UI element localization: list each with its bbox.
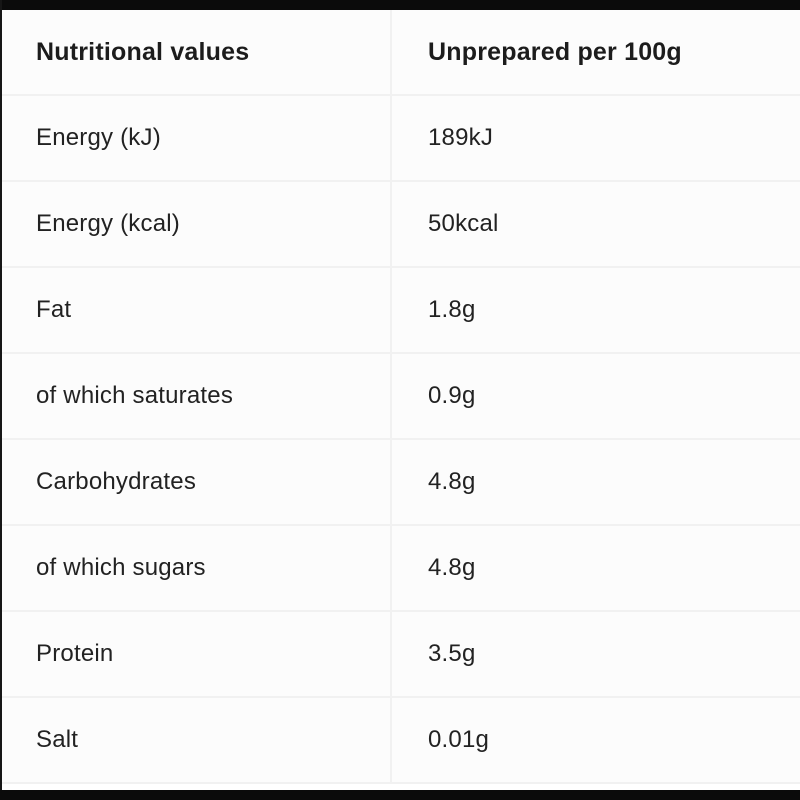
letterbox-bar-top: [0, 0, 800, 10]
row-label: Protein: [2, 612, 392, 696]
letterbox-bar-bottom: [0, 790, 800, 800]
table-row: Salt 0.01g: [2, 698, 800, 784]
row-label: Energy (kcal): [2, 182, 392, 266]
row-label: Carbohydrates: [2, 440, 392, 524]
table-row: of which saturates 0.9g: [2, 354, 800, 440]
row-value: 50kcal: [428, 210, 499, 237]
table-row: Energy (kJ) 189kJ: [2, 96, 800, 182]
table-row: Carbohydrates 4.8g: [2, 440, 800, 526]
row-label: Energy (kJ): [2, 96, 392, 180]
table-body: Energy (kJ) 189kJ Energy (kcal) 50kcal F…: [2, 96, 800, 784]
table-row: of which sugars 4.8g: [2, 526, 800, 612]
row-value: 4.8g: [428, 468, 476, 495]
row-value: 3.5g: [428, 640, 476, 667]
row-value: 0.01g: [428, 726, 490, 753]
row-label: Salt: [2, 698, 392, 782]
row-value: 0.9g: [428, 382, 476, 409]
header-unprepared-per-100g: Unprepared per 100g: [428, 37, 682, 66]
row-value: 1.8g: [428, 296, 476, 323]
row-value: 189kJ: [428, 124, 494, 151]
row-value: 4.8g: [428, 554, 476, 581]
row-label: of which sugars: [2, 526, 392, 610]
row-label: Fat: [2, 268, 392, 352]
table-row: Energy (kcal) 50kcal: [2, 182, 800, 268]
nutrition-table: Nutritional values Unprepared per 100g E…: [2, 10, 800, 784]
table-row: Protein 3.5g: [2, 612, 800, 698]
left-edge-strip: [0, 0, 2, 800]
row-label: of which saturates: [2, 354, 392, 438]
header-nutritional-values: Nutritional values: [2, 10, 392, 94]
table-row: Fat 1.8g: [2, 268, 800, 354]
table-header-row: Nutritional values Unprepared per 100g: [2, 10, 800, 96]
